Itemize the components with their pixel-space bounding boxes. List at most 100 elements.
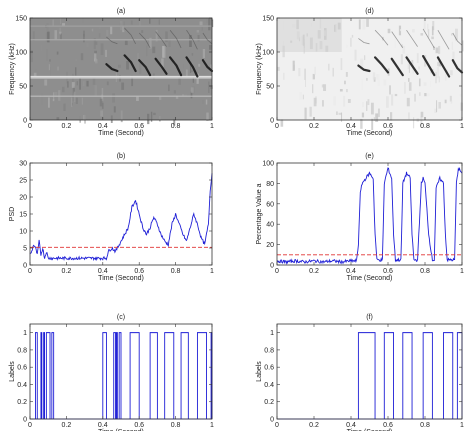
noise-grain bbox=[71, 102, 73, 106]
noise-grain bbox=[173, 119, 176, 126]
call-harmonic bbox=[374, 29, 389, 46]
x-tick-label: 0 bbox=[275, 268, 279, 275]
noise-grain bbox=[67, 81, 69, 88]
noise-grain bbox=[106, 81, 109, 86]
y-tick-label: 1 bbox=[270, 330, 274, 337]
noise-grain bbox=[30, 50, 33, 63]
noise-grain bbox=[54, 91, 58, 97]
x-tick-label: 0.4 bbox=[346, 268, 356, 275]
noise-grain bbox=[205, 18, 208, 24]
noise-grain bbox=[205, 99, 208, 105]
noise-grain bbox=[49, 59, 51, 62]
noise-region bbox=[277, 18, 342, 52]
label-pulse bbox=[40, 332, 43, 419]
noise-grain bbox=[137, 53, 139, 60]
x-axis-label: Time (Second) bbox=[98, 429, 144, 431]
x-tick-label: 0.8 bbox=[420, 123, 430, 130]
noise-grain bbox=[351, 34, 354, 38]
noise-grain bbox=[46, 22, 49, 32]
noise-grain bbox=[52, 98, 55, 102]
call-contour bbox=[451, 59, 464, 74]
noise-grain bbox=[83, 33, 85, 43]
noise-grain bbox=[210, 85, 213, 89]
noise-grain bbox=[178, 75, 181, 85]
noise-grain bbox=[152, 46, 156, 54]
y-tick-label: 0.4 bbox=[264, 382, 274, 389]
noise-grain bbox=[56, 51, 59, 55]
noise-grain bbox=[161, 58, 164, 68]
noise-grain bbox=[435, 47, 439, 54]
noise-grain bbox=[387, 28, 391, 34]
noise-grain bbox=[366, 101, 368, 111]
noise-grain bbox=[82, 81, 85, 86]
noise-grain bbox=[343, 95, 346, 107]
y-tick-label: 0.8 bbox=[264, 347, 274, 354]
spectrogram-noise bbox=[277, 18, 464, 131]
call-harmonic bbox=[202, 32, 213, 45]
noise-grain bbox=[118, 59, 122, 70]
label-pulse bbox=[113, 332, 116, 419]
noise-grain bbox=[411, 59, 414, 64]
y-axis-label: Labels bbox=[9, 361, 16, 382]
noise-grain bbox=[80, 53, 84, 61]
noise-grain bbox=[83, 30, 85, 37]
x-tick-label: 0.8 bbox=[420, 422, 430, 429]
noise-grain bbox=[33, 72, 37, 77]
y-axis-label: Frequency (kHz) bbox=[256, 43, 263, 95]
noise-grain bbox=[81, 97, 83, 105]
x-tick-label: 0.2 bbox=[62, 123, 72, 130]
series-line bbox=[276, 166, 463, 265]
noise-grain bbox=[450, 100, 453, 104]
noise-grain bbox=[322, 100, 324, 107]
panel-title: (c) bbox=[117, 314, 125, 321]
noise-grain bbox=[173, 90, 176, 94]
call-contour bbox=[169, 56, 183, 77]
noise-grain bbox=[444, 99, 447, 104]
noise-grain bbox=[414, 93, 416, 102]
noise-grain bbox=[79, 115, 81, 123]
y-tick-label: 100 bbox=[262, 161, 274, 168]
noise-grain bbox=[445, 72, 447, 81]
noise-grain bbox=[347, 98, 351, 103]
noise-grain bbox=[420, 33, 424, 36]
noise-grain bbox=[47, 31, 50, 43]
call-harmonic bbox=[155, 31, 167, 47]
noise-grain bbox=[333, 96, 337, 106]
y-axis-label: Frequency (kHz) bbox=[9, 43, 16, 95]
noise-grain bbox=[437, 62, 439, 67]
noise-grain bbox=[94, 85, 98, 97]
noise-grain bbox=[293, 64, 295, 70]
label-pulse bbox=[180, 332, 189, 419]
noise-grain bbox=[298, 67, 301, 77]
noise-grain bbox=[46, 49, 49, 61]
noise-grain bbox=[408, 62, 410, 73]
noise-grain bbox=[436, 100, 438, 113]
noise-grain bbox=[101, 94, 104, 102]
x-tick-label: 0.2 bbox=[309, 268, 319, 275]
noise-grain bbox=[450, 70, 453, 76]
noise-grain bbox=[362, 102, 364, 108]
noise-grain bbox=[32, 31, 35, 41]
call-harmonic bbox=[106, 36, 118, 45]
noise-grain bbox=[438, 76, 440, 83]
noise-grain bbox=[106, 29, 109, 37]
noise-grain bbox=[361, 79, 363, 90]
label-pulse bbox=[35, 332, 38, 419]
noise-grain bbox=[52, 19, 54, 27]
call-harmonic bbox=[391, 31, 404, 49]
noise-grain bbox=[460, 102, 463, 111]
noise-grain bbox=[83, 114, 85, 121]
noise-grain bbox=[345, 71, 348, 77]
noise-grain bbox=[79, 78, 81, 90]
noise-grain bbox=[412, 117, 415, 129]
noise-grain bbox=[304, 107, 307, 120]
noise-grain bbox=[372, 72, 376, 80]
noise-grain bbox=[202, 48, 206, 59]
label-pulse bbox=[357, 332, 376, 419]
noise-grain bbox=[56, 117, 60, 120]
label-pulse bbox=[443, 332, 454, 419]
noise-grain bbox=[158, 96, 162, 101]
noise-grain bbox=[190, 87, 194, 93]
noise-grain bbox=[416, 53, 419, 63]
